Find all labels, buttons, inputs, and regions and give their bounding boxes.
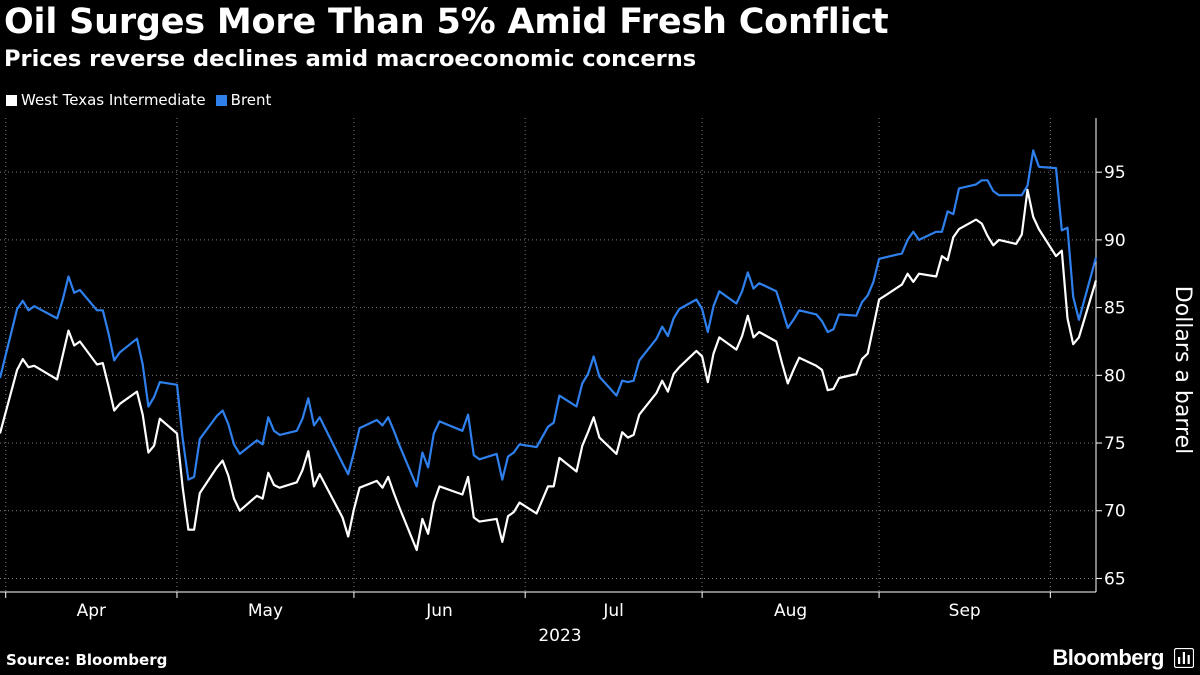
- x-tick-label: Apr: [77, 601, 106, 621]
- x-tick-label: Sep: [949, 601, 981, 621]
- series-line-brent: [0, 149, 1098, 488]
- source-note: Source: Bloomberg: [6, 651, 168, 669]
- y-tick-label: 95: [1104, 163, 1126, 183]
- bloomberg-terminal-icon: [1174, 648, 1194, 668]
- series-layer: [0, 149, 1098, 552]
- grid-layer: [0, 118, 1096, 592]
- y-tick-label: 75: [1104, 434, 1126, 454]
- y-tick-label: 65: [1104, 569, 1126, 589]
- legend: West Texas Intermediate Brent: [6, 91, 281, 109]
- y-tick-label: 85: [1104, 299, 1126, 319]
- series-line-wti: [0, 188, 1098, 552]
- y-tick-label: 90: [1104, 231, 1126, 251]
- y-tick-label: 80: [1104, 366, 1126, 386]
- legend-item-brent: Brent: [215, 91, 272, 109]
- x-tick-label: May: [248, 601, 283, 621]
- x-axis-year-label: 2023: [538, 626, 581, 646]
- legend-swatch-wti: [6, 94, 17, 106]
- brand-logo: Bloomberg: [1052, 645, 1164, 670]
- x-tick-label: Aug: [774, 601, 807, 621]
- x-tick-label: Jun: [425, 601, 453, 621]
- legend-label-wti: West Texas Intermediate: [21, 91, 206, 109]
- legend-swatch-brent: [215, 94, 227, 106]
- axis-layer: 65 70 75 80 85 90 95 Apr May Jun Jul Aug Sep: [0, 118, 1126, 621]
- chart-subtitle: Prices reverse declines amid macroeconom…: [4, 46, 697, 72]
- chart-title: Oil Surges More Than 5% Amid Fresh Confl…: [4, 2, 889, 42]
- y-tick-label: 70: [1104, 502, 1126, 522]
- x-tick-label: Jul: [602, 601, 624, 621]
- legend-label-brent: Brent: [230, 91, 272, 109]
- legend-item-wti: West Texas Intermediate: [6, 91, 206, 109]
- y-axis-label: Dollars a barrel: [1170, 286, 1195, 454]
